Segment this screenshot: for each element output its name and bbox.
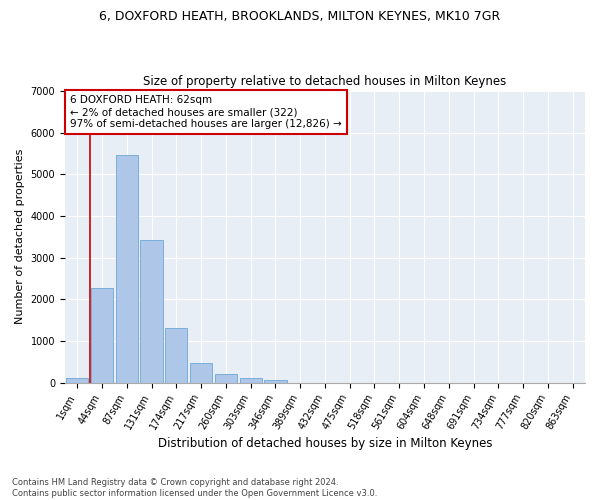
Y-axis label: Number of detached properties: Number of detached properties — [15, 149, 25, 324]
Text: 6 DOXFORD HEATH: 62sqm
← 2% of detached houses are smaller (322)
97% of semi-det: 6 DOXFORD HEATH: 62sqm ← 2% of detached … — [70, 96, 342, 128]
Bar — [264, 380, 287, 382]
Bar — [140, 240, 163, 382]
Bar — [215, 374, 237, 382]
Bar — [239, 378, 262, 382]
Text: Contains HM Land Registry data © Crown copyright and database right 2024.
Contai: Contains HM Land Registry data © Crown c… — [12, 478, 377, 498]
Bar — [116, 155, 138, 382]
Title: Size of property relative to detached houses in Milton Keynes: Size of property relative to detached ho… — [143, 76, 506, 88]
Bar — [66, 378, 88, 382]
Bar — [91, 288, 113, 382]
X-axis label: Distribution of detached houses by size in Milton Keynes: Distribution of detached houses by size … — [158, 437, 492, 450]
Bar — [165, 328, 187, 382]
Bar — [190, 362, 212, 382]
Text: 6, DOXFORD HEATH, BROOKLANDS, MILTON KEYNES, MK10 7GR: 6, DOXFORD HEATH, BROOKLANDS, MILTON KEY… — [100, 10, 500, 23]
